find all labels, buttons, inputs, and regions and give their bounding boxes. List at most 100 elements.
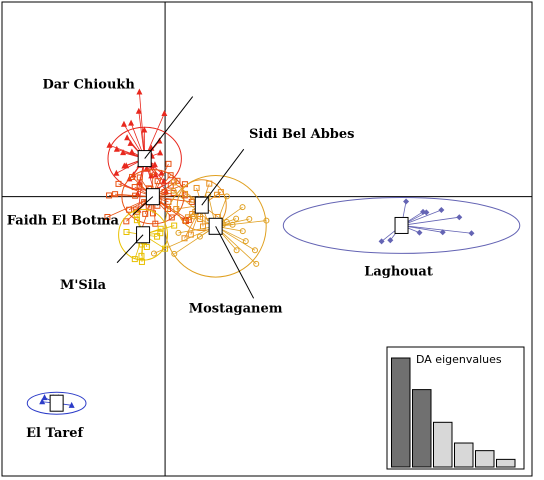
eigenvalues-title: DA eigenvalues — [416, 353, 502, 366]
point-mostaganem — [223, 219, 230, 226]
point-sidi-bel-abbes — [199, 223, 206, 230]
point-sidi-bel-abbes — [185, 214, 192, 221]
point-faidh-el-botma — [142, 210, 149, 217]
point-dar-chioukh — [160, 177, 167, 184]
point-faidh-el-botma — [112, 191, 119, 198]
point-mostaganem — [223, 193, 230, 200]
ellipse-mostaganem — [164, 175, 267, 278]
segment-mostaganem — [153, 225, 216, 254]
point-sidi-bel-abbes — [170, 179, 177, 186]
point-faidh-el-botma — [123, 218, 130, 225]
point-m-sila — [133, 211, 140, 218]
point-faidh-el-botma — [115, 180, 122, 187]
point-dar-chioukh — [157, 149, 164, 156]
point-m-sila — [143, 243, 150, 250]
point-mostaganem — [171, 250, 178, 257]
point-dar-chioukh — [106, 141, 113, 148]
point-laghouat — [438, 207, 445, 214]
point-mostaganem — [233, 247, 240, 254]
point-faidh-el-botma — [126, 206, 133, 213]
point-laghouat — [468, 230, 475, 237]
point-dar-chioukh — [136, 88, 143, 95]
point-laghouat — [456, 214, 463, 221]
ellipse-laghouat — [282, 197, 521, 254]
point-el-taref — [39, 398, 46, 405]
label-sidi-bel-abbes: Sidi Bel Abbes — [249, 127, 354, 142]
point-sidi-bel-abbes — [217, 189, 224, 196]
point-dar-chioukh — [152, 171, 159, 178]
centroid-laghouat — [394, 216, 409, 234]
leader-faidh-el-botma — [132, 196, 154, 216]
eigenvalue-bar — [454, 442, 474, 468]
segment-mostaganem — [173, 190, 216, 227]
point-mostaganem — [150, 250, 157, 257]
point-mostaganem — [263, 217, 270, 224]
point-laghouat — [387, 237, 394, 244]
point-faidh-el-botma — [129, 173, 136, 180]
point-m-sila — [133, 217, 140, 224]
point-el-taref — [41, 394, 48, 401]
point-mostaganem — [170, 187, 177, 194]
point-m-sila — [138, 252, 145, 259]
point-faidh-el-botma — [154, 178, 161, 185]
point-faidh-el-botma — [168, 214, 175, 221]
point-dar-chioukh — [121, 162, 128, 169]
point-dar-chioukh — [120, 120, 127, 127]
point-dar-chioukh — [128, 119, 135, 126]
point-faidh-el-botma — [167, 182, 174, 189]
ellipse-m-sila — [118, 208, 169, 261]
label-dar-chioukh: Dar Chioukh — [42, 78, 135, 93]
point-mostaganem — [233, 215, 240, 222]
label-el-taref: El Taref — [26, 426, 84, 441]
point-m-sila — [138, 258, 145, 265]
point-mostaganem — [239, 228, 246, 235]
point-mostaganem — [175, 229, 182, 236]
point-el-taref — [68, 401, 75, 408]
point-m-sila — [131, 256, 138, 263]
point-m-sila — [157, 230, 164, 237]
segment-dar-chioukh — [138, 91, 146, 159]
point-laghouat — [403, 198, 410, 205]
point-sidi-bel-abbes — [206, 180, 213, 187]
point-dar-chioukh — [151, 161, 158, 168]
point-dar-chioukh — [128, 148, 135, 155]
point-dar-chioukh — [161, 109, 168, 116]
point-dar-chioukh — [136, 179, 143, 186]
ellipse-el-taref — [26, 391, 87, 415]
eigenvalue-bar — [433, 421, 453, 468]
point-faidh-el-botma — [167, 172, 174, 179]
point-m-sila — [171, 222, 178, 229]
point-mostaganem — [239, 204, 246, 211]
leader-dar-chioukh — [144, 96, 194, 159]
point-m-sila — [154, 233, 161, 240]
point-mostaganem — [190, 213, 197, 220]
point-faidh-el-botma — [149, 169, 156, 176]
point-dar-chioukh — [135, 107, 142, 114]
label-mostaganem: Mostaganem — [189, 301, 283, 316]
point-faidh-el-botma — [106, 192, 113, 199]
point-faidh-el-botma — [174, 177, 181, 184]
segment-laghouat — [401, 216, 460, 226]
label-faidh-el-botma: Faidh El Botma — [7, 214, 120, 229]
leader-m-sila — [116, 234, 144, 264]
point-m-sila — [162, 245, 169, 252]
leader-mostaganem — [215, 226, 255, 299]
eigenvalue-bar — [475, 450, 495, 468]
point-mostaganem — [246, 216, 253, 223]
point-laghouat — [378, 238, 385, 245]
eigenvalue-bar — [412, 389, 432, 468]
centroid-el-taref — [49, 394, 64, 412]
point-faidh-el-botma — [152, 220, 159, 227]
segment-dar-chioukh — [137, 158, 146, 211]
segment-laghouat — [401, 225, 472, 234]
eigenvalue-bar — [496, 458, 516, 468]
point-dar-chioukh — [113, 169, 120, 176]
point-mostaganem — [242, 238, 249, 245]
point-dar-chioukh — [158, 169, 165, 176]
point-sidi-bel-abbes — [193, 184, 200, 191]
point-sidi-bel-abbes — [173, 206, 180, 213]
point-faidh-el-botma — [165, 160, 172, 167]
group-laghouat — [282, 197, 521, 254]
point-m-sila — [157, 225, 164, 232]
point-dar-chioukh — [127, 139, 134, 146]
